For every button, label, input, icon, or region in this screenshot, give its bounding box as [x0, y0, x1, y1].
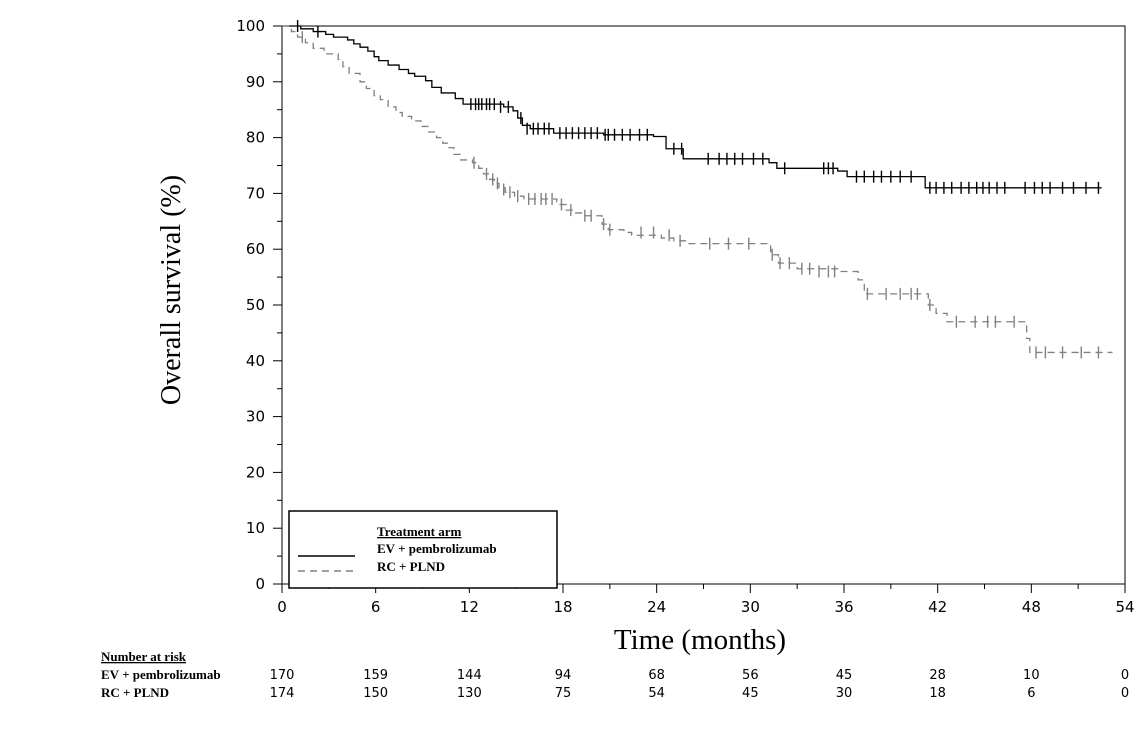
- legend-label-rc: RC + PLND: [377, 559, 445, 574]
- risk-value: 56: [742, 668, 759, 683]
- risk-value: 75: [555, 686, 572, 701]
- risk-value: 45: [742, 686, 759, 701]
- risk-row-label-ev: EV + pembrolizumab: [101, 667, 221, 682]
- survival-curve-series-1: [282, 25, 1113, 354]
- legend: Treatment arm EV + pembrolizumab RC + PL…: [288, 510, 558, 589]
- x-tick-label: 48: [1022, 598, 1041, 616]
- risk-value: 45: [836, 668, 853, 683]
- x-axis-title: Time (months): [614, 624, 786, 656]
- risk-value: 10: [1023, 668, 1040, 683]
- plot-frame: [281, 25, 1126, 585]
- risk-value: 94: [555, 668, 572, 683]
- survival-curve-series-0: [282, 25, 1102, 189]
- x-tick-label: 24: [647, 598, 666, 616]
- x-tick-label: 12: [460, 598, 479, 616]
- risk-value: 150: [363, 686, 388, 701]
- y-tick-label: 60: [246, 240, 265, 258]
- y-axis-title: Overall survival (%): [156, 175, 187, 405]
- x-tick-label: 0: [277, 598, 287, 616]
- risk-value: 30: [836, 686, 853, 701]
- risk-value: 54: [648, 686, 665, 701]
- legend-title: Treatment arm: [377, 524, 462, 539]
- risk-value: 0: [1121, 686, 1129, 701]
- risk-value: 6: [1027, 686, 1035, 701]
- y-tick-label: 40: [246, 352, 265, 370]
- y-axis: 0 10 20 30 40 50 60 70 80 90 100: [236, 17, 282, 593]
- legend-label-ev: EV + pembrolizumab: [377, 541, 497, 556]
- x-tick-label: 36: [834, 598, 853, 616]
- x-tick-label: 6: [371, 598, 381, 616]
- y-tick-label: 80: [246, 129, 265, 147]
- risk-value: 28: [929, 668, 946, 683]
- risk-value: 130: [457, 686, 482, 701]
- x-tick-label: 42: [928, 598, 947, 616]
- y-tick-label: 0: [255, 575, 265, 593]
- x-axis: 0 6 12 18 24 30 36 42 48 54: [277, 584, 1135, 616]
- y-tick-label: 70: [246, 184, 265, 202]
- risk-values: 170 159 144 94 68 56 45 28 10 0 174 150 130 75 54 45 30 1…: [270, 668, 1130, 701]
- risk-value: 174: [270, 686, 295, 701]
- y-tick-label: 20: [246, 463, 265, 481]
- risk-value: 144: [457, 668, 482, 683]
- legend-box: [288, 510, 558, 589]
- risk-table-title: Number at risk: [101, 649, 187, 664]
- y-tick-label: 100: [236, 17, 265, 35]
- risk-value: 170: [270, 668, 295, 683]
- y-tick-label: 10: [246, 519, 265, 537]
- y-tick-label: 50: [246, 296, 265, 314]
- y-tick-label: 90: [246, 73, 265, 91]
- risk-value: 159: [363, 668, 388, 683]
- risk-value: 0: [1121, 668, 1129, 683]
- x-tick-label: 54: [1115, 598, 1134, 616]
- risk-row-label-rc: RC + PLND: [101, 685, 169, 700]
- risk-value: 68: [648, 668, 665, 683]
- risk-table: Number at risk EV + pembrolizumab RC + P…: [101, 649, 1129, 701]
- series-layer: [282, 20, 1113, 359]
- x-tick-label: 30: [741, 598, 760, 616]
- x-tick-label: 18: [553, 598, 572, 616]
- y-tick-label: 30: [246, 408, 265, 426]
- risk-value: 18: [929, 686, 946, 701]
